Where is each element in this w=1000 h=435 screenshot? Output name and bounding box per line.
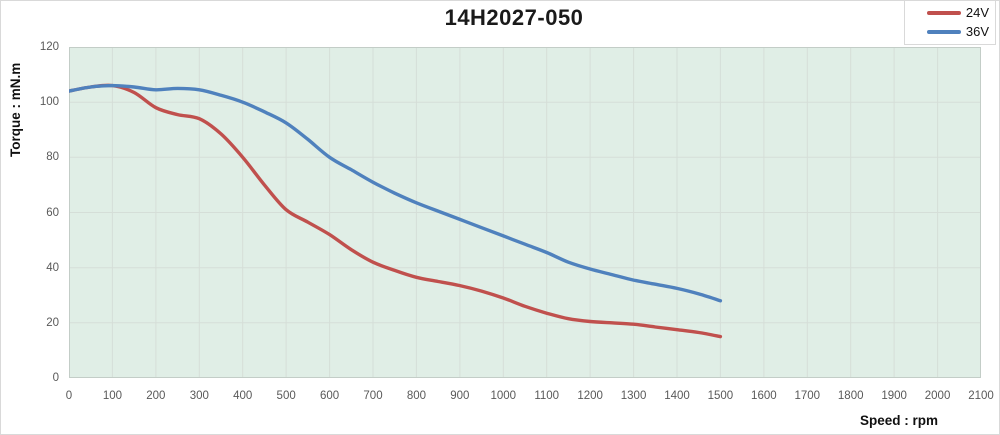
x-tick-label: 400 — [233, 390, 253, 402]
x-tick-label: 1200 — [577, 390, 603, 402]
x-tick-label: 600 — [319, 390, 340, 402]
x-tick-label: 700 — [363, 390, 383, 402]
y-tick-label: 60 — [46, 206, 59, 219]
x-tick-label: 1700 — [794, 390, 821, 402]
legend: 24V 36V — [904, 1, 996, 45]
x-tick-label: 0 — [65, 390, 73, 402]
x-tick-label: 1900 — [881, 390, 907, 402]
legend-item-36v: 36V — [913, 24, 989, 39]
x-axis-title: Speed : rpm — [859, 413, 938, 428]
x-tick-label: 1000 — [490, 390, 517, 402]
legend-swatch-36v-icon — [926, 29, 961, 34]
y-tick-label: 0 — [52, 372, 59, 384]
x-tick-label: 1100 — [534, 390, 560, 402]
x-tick-label: 2100 — [968, 390, 994, 402]
legend-item-24v: 24V — [913, 5, 989, 20]
y-tick-label: 20 — [46, 316, 59, 329]
y-tick-label: 80 — [46, 151, 59, 164]
x-tick-label: 100 — [102, 390, 123, 402]
x-tick-label: 800 — [406, 390, 427, 402]
legend-label-24v: 24V — [965, 5, 989, 20]
x-tick-label: 1500 — [707, 390, 734, 402]
x-tick-label: 1300 — [620, 390, 647, 402]
chart-title: 14H2027-050 — [444, 5, 584, 30]
series-line-24v — [69, 83, 723, 339]
y-tick-label: 40 — [46, 261, 59, 274]
legend-label-36v: 36V — [965, 24, 989, 39]
series-line-36v — [69, 83, 723, 303]
x-tick-label: 1400 — [664, 390, 690, 402]
x-tick-label: 300 — [189, 390, 209, 402]
x-tick-label: 900 — [450, 390, 470, 402]
plot-area — [69, 47, 981, 378]
x-tick-label: 1800 — [837, 390, 864, 402]
x-tick-label: 200 — [146, 390, 166, 402]
legend-swatch-24v-icon — [926, 10, 961, 15]
x-tick-label: 1600 — [751, 390, 777, 402]
x-tick-label: 2000 — [924, 390, 951, 402]
x-tick-label: 500 — [276, 390, 296, 402]
y-tick-label: 120 — [39, 41, 59, 53]
y-tick-label: 100 — [39, 96, 59, 109]
